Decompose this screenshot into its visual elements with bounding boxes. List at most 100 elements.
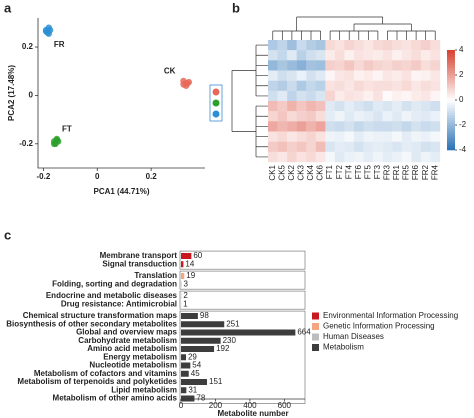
y-tick-label: 0.2 <box>22 42 34 51</box>
heat-cell <box>296 121 307 132</box>
heat-cell <box>401 101 412 112</box>
bar <box>181 313 198 319</box>
heat-cell <box>420 60 431 71</box>
category-label: Amino acid metabolism <box>87 344 177 353</box>
heat-cell <box>334 131 345 142</box>
colorbar-segment <box>447 140 455 143</box>
heat-cell <box>420 70 431 81</box>
heat-cell <box>344 40 355 51</box>
heat-cell <box>334 70 345 81</box>
heat-cell <box>354 70 364 81</box>
heat-cell <box>344 111 355 122</box>
value-label: 19 <box>186 271 195 280</box>
x-axis-label: Metabolite number <box>217 409 288 418</box>
heat-cell <box>334 80 345 92</box>
heat-cell <box>296 101 307 112</box>
heat-cell <box>315 141 326 153</box>
heat-cell <box>430 121 441 132</box>
heat-cell <box>382 111 393 122</box>
column-label: CK6 <box>316 164 325 180</box>
heat-cell <box>268 90 278 102</box>
heat-cell <box>344 70 355 81</box>
heat-cell <box>363 101 374 112</box>
heat-cell <box>392 121 402 132</box>
x-tick-label: 0.2 <box>146 172 158 181</box>
value-label: 1 <box>183 299 188 308</box>
colorbar-segment <box>447 145 455 148</box>
heat-cell <box>411 151 422 163</box>
heat-cell <box>306 121 316 132</box>
dendrogram <box>296 16 412 31</box>
heat-cell <box>420 141 431 153</box>
heat-cell <box>420 80 431 92</box>
heat-cell <box>392 141 402 153</box>
colorbar-segment <box>447 87 455 91</box>
heat-cell <box>287 151 297 163</box>
heat-cell <box>344 151 355 163</box>
heat-cell <box>268 131 278 142</box>
x-tick-label: 200 <box>209 401 223 410</box>
legend-label: Metabolism <box>323 343 364 352</box>
value-label: 664 <box>297 328 311 337</box>
x-tick-label: 600 <box>278 401 292 410</box>
heat-cell <box>401 151 412 163</box>
heat-cell <box>354 141 364 153</box>
heat-cell <box>373 111 383 122</box>
heat-cell <box>420 131 431 142</box>
category-label: Signal transduction <box>102 259 177 268</box>
heat-cell <box>411 111 422 122</box>
category-label: Biosynthesis of other secondary metaboli… <box>6 319 177 328</box>
heat-cell <box>334 40 345 51</box>
value-label: 192 <box>216 344 230 353</box>
heat-cell <box>277 80 288 92</box>
axis <box>37 18 205 169</box>
bar <box>181 261 184 268</box>
heat-cell <box>306 131 316 142</box>
y-axis-label: PCA2 (17.48%) <box>7 65 16 121</box>
category-label: Metabolism of other amino acids <box>53 394 178 403</box>
colorbar-segment <box>447 92 455 96</box>
legend-swatch <box>312 312 319 320</box>
heat-cell <box>411 90 422 102</box>
heat-cell <box>420 40 431 51</box>
panel-label: a <box>4 0 12 15</box>
dendrogram <box>272 30 321 40</box>
heat-cell <box>277 40 288 51</box>
heat-cell <box>401 131 412 142</box>
heat-cell <box>354 80 364 92</box>
heat-cell <box>344 141 355 153</box>
heat-cell <box>306 111 316 122</box>
heat-cell <box>296 90 307 102</box>
heat-cell <box>411 50 422 61</box>
heat-cell <box>430 70 441 81</box>
column-label: FR1 <box>392 164 401 180</box>
panel-label: b <box>232 0 240 15</box>
category-label: Chemical structure transformation maps <box>23 311 178 320</box>
heat-cell <box>306 70 316 81</box>
colorbar-segment <box>447 122 455 126</box>
heat-cell <box>325 141 336 153</box>
heat-cell <box>268 50 278 61</box>
heat-cell <box>373 70 383 81</box>
cluster-label: FT <box>62 125 72 134</box>
heat-cell <box>363 131 374 142</box>
heat-cell <box>277 90 288 102</box>
heat-cell <box>334 60 345 71</box>
column-label: CK1 <box>268 164 277 180</box>
category-label: Carbohydrate metabolism <box>78 336 177 345</box>
group-box <box>179 290 306 310</box>
heat-cell <box>325 131 336 142</box>
heat-cell <box>268 111 278 122</box>
colorbar-segment <box>447 100 455 103</box>
colorbar-segment <box>447 77 455 81</box>
heat-cell <box>315 40 326 51</box>
heat-cell <box>296 60 307 71</box>
colorbar-segment <box>447 127 455 131</box>
heat-cell <box>277 70 288 81</box>
legend-swatch <box>312 333 319 341</box>
point <box>53 136 61 144</box>
heat-cell <box>344 50 355 61</box>
heat-cell <box>354 40 364 51</box>
column-label: FT4 <box>344 164 353 179</box>
heat-cell <box>382 151 393 163</box>
